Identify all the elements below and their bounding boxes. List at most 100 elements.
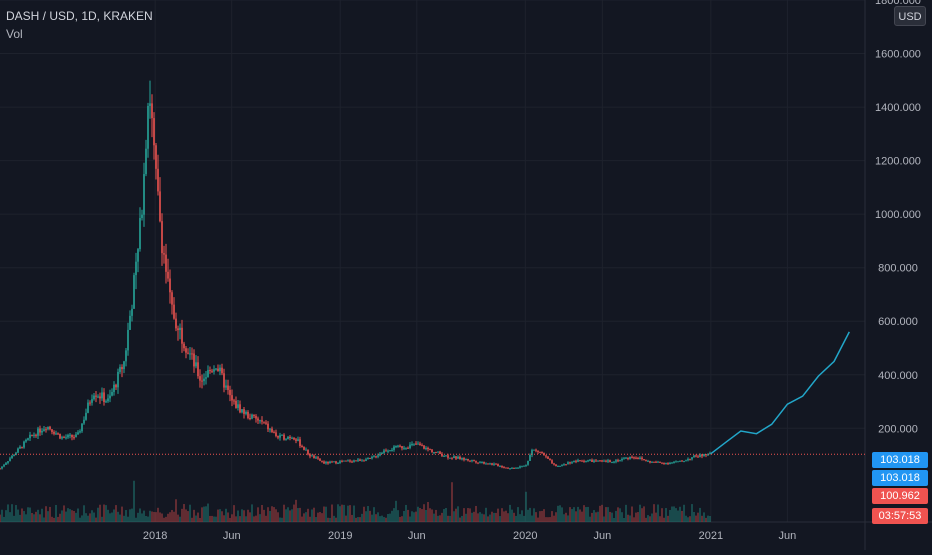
candle-body — [79, 431, 81, 433]
volume-bar — [611, 512, 613, 522]
candle-body — [673, 462, 675, 464]
candle-body — [403, 447, 405, 449]
candle-body — [271, 428, 273, 433]
volume-bar — [179, 516, 181, 522]
candle-body — [679, 460, 681, 462]
volume-bar — [553, 515, 555, 522]
volume-bar — [595, 512, 597, 522]
volume-bar — [707, 515, 709, 522]
candle-body — [43, 429, 45, 431]
candle-body — [391, 449, 393, 451]
volume-bar — [43, 517, 45, 522]
volume-bar — [153, 511, 155, 522]
candle-body — [33, 434, 35, 436]
candle-body — [409, 444, 411, 449]
candle-body — [211, 370, 213, 372]
volume-bar — [133, 480, 135, 522]
volume-bar — [111, 512, 113, 522]
candle-body — [93, 395, 95, 400]
volume-bar — [173, 511, 175, 522]
candle-body — [671, 462, 673, 464]
candle-body — [471, 460, 473, 462]
candle-body — [23, 441, 25, 448]
volume-bar — [239, 516, 241, 522]
volume-bar — [7, 504, 9, 522]
volume-bar — [321, 513, 323, 522]
volume-bar — [311, 509, 313, 522]
volume-bar — [289, 510, 291, 522]
volume-bar — [217, 509, 219, 522]
candle-body — [563, 464, 565, 466]
candle-body — [147, 105, 149, 149]
volume-bar — [81, 515, 83, 522]
volume-bar — [467, 508, 469, 522]
candle-body — [495, 463, 497, 465]
candle-body — [645, 460, 647, 462]
candle-body — [269, 428, 271, 430]
candle-body — [181, 327, 183, 344]
candle-body — [125, 350, 127, 362]
candle-body — [523, 465, 525, 467]
candle-body — [555, 464, 557, 467]
candle-body — [695, 455, 697, 457]
candle-body — [581, 460, 583, 462]
candle-body — [627, 457, 629, 459]
volume-bar — [449, 515, 451, 522]
candle-body — [363, 460, 365, 462]
candle-body — [169, 278, 171, 293]
candle-body — [395, 446, 397, 448]
volume-bar — [659, 516, 661, 522]
symbol-label[interactable]: DASH / USD, 1D, KRAKEN — [6, 9, 153, 23]
volume-bar — [323, 506, 325, 522]
volume-bar — [31, 512, 33, 522]
volume-bar — [495, 512, 497, 522]
volume-bar — [539, 511, 541, 522]
volume-bar — [161, 513, 163, 522]
volume-bar — [189, 504, 191, 522]
volume-bar — [677, 510, 679, 522]
volume-bar — [125, 510, 127, 522]
y-tick-label: 1200.000 — [875, 156, 921, 168]
candle-body — [81, 423, 83, 432]
candle-body — [393, 446, 395, 450]
volume-bar — [113, 509, 115, 522]
candle-body — [311, 455, 313, 457]
candle-body — [97, 396, 99, 398]
volume-bar — [261, 504, 263, 522]
volume-label[interactable]: Vol — [6, 27, 23, 41]
volume-bar — [585, 507, 587, 522]
candle-body — [221, 367, 223, 374]
candle-body — [461, 457, 463, 460]
volume-bar — [109, 513, 111, 522]
volume-bar — [115, 505, 117, 522]
volume-bar — [439, 515, 441, 522]
candle-body — [445, 455, 447, 457]
low-price-tag: 100.962 — [872, 488, 928, 504]
candle-body — [459, 456, 461, 460]
volume-bar — [489, 514, 491, 522]
volume-bar — [433, 513, 435, 522]
candle-body — [539, 451, 541, 453]
volume-bar — [293, 504, 295, 522]
candle-body — [589, 459, 591, 461]
candle-body — [179, 327, 181, 331]
currency-unit-button[interactable]: USD — [894, 6, 926, 26]
candle-body — [489, 463, 491, 465]
candle-body — [691, 457, 693, 460]
candle-body — [71, 434, 73, 438]
volume-bar — [471, 512, 473, 522]
candle-body — [141, 214, 143, 219]
candle-body — [419, 443, 421, 446]
volume-bar — [417, 506, 419, 522]
candle-body — [0, 468, 1, 470]
candle-body — [67, 435, 69, 438]
candle-body — [47, 426, 49, 430]
volume-bar — [313, 507, 315, 522]
volume-bar — [277, 512, 279, 522]
candle-body — [105, 401, 107, 403]
volume-bar — [475, 505, 477, 522]
candle-body — [285, 439, 287, 441]
volume-bar — [351, 514, 353, 522]
